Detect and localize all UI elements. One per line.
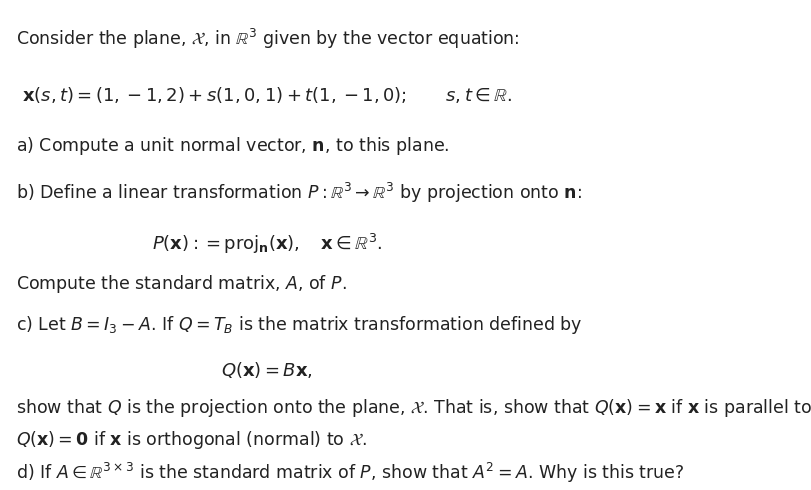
Text: $P(\mathbf{x}) := \mathrm{proj}_{\mathbf{n}}(\mathbf{x}), \quad \mathbf{x} \in \: $P(\mathbf{x}) := \mathrm{proj}_{\mathbf… — [152, 232, 382, 256]
Text: $\mathbf{x}(s,t) = (1,-1,2) + s(1,0,1) + t(1,-1,0);\qquad s,t\in\mathbb{R}.$: $\mathbf{x}(s,t) = (1,-1,2) + s(1,0,1) +… — [22, 85, 512, 104]
Text: show that $Q$ is the projection onto the plane, $\mathcal{X}$. That is, show tha: show that $Q$ is the projection onto the… — [15, 397, 811, 419]
Text: Consider the plane, $\mathcal{X}$, in $\mathbb{R}^3$ given by the vector equatio: Consider the plane, $\mathcal{X}$, in $\… — [15, 27, 519, 51]
Text: a) Compute a unit normal vector, $\mathbf{n}$, to this plane.: a) Compute a unit normal vector, $\mathb… — [15, 135, 448, 157]
Text: d) If $A \in \mathbb{R}^{3\times 3}$ is the standard matrix of $P$, show that $A: d) If $A \in \mathbb{R}^{3\times 3}$ is … — [15, 461, 684, 486]
Text: $Q(\mathbf{x}) = \mathbf{0}$ if $\mathbf{x}$ is orthogonal (normal) to $\mathcal: $Q(\mathbf{x}) = \mathbf{0}$ if $\mathbf… — [15, 429, 366, 451]
Text: b) Define a linear transformation $P : \mathbb{R}^3 \to \mathbb{R}^3$ by project: b) Define a linear transformation $P : \… — [15, 181, 581, 205]
Text: $Q(\mathbf{x}) = B\mathbf{x},$: $Q(\mathbf{x}) = B\mathbf{x},$ — [221, 360, 313, 380]
Text: c) Let $B = I_3 - A$. If $Q = T_B$ is the matrix transformation defined by: c) Let $B = I_3 - A$. If $Q = T_B$ is th… — [15, 314, 581, 336]
Text: Compute the standard matrix, $A$, of $P$.: Compute the standard matrix, $A$, of $P$… — [15, 273, 346, 295]
